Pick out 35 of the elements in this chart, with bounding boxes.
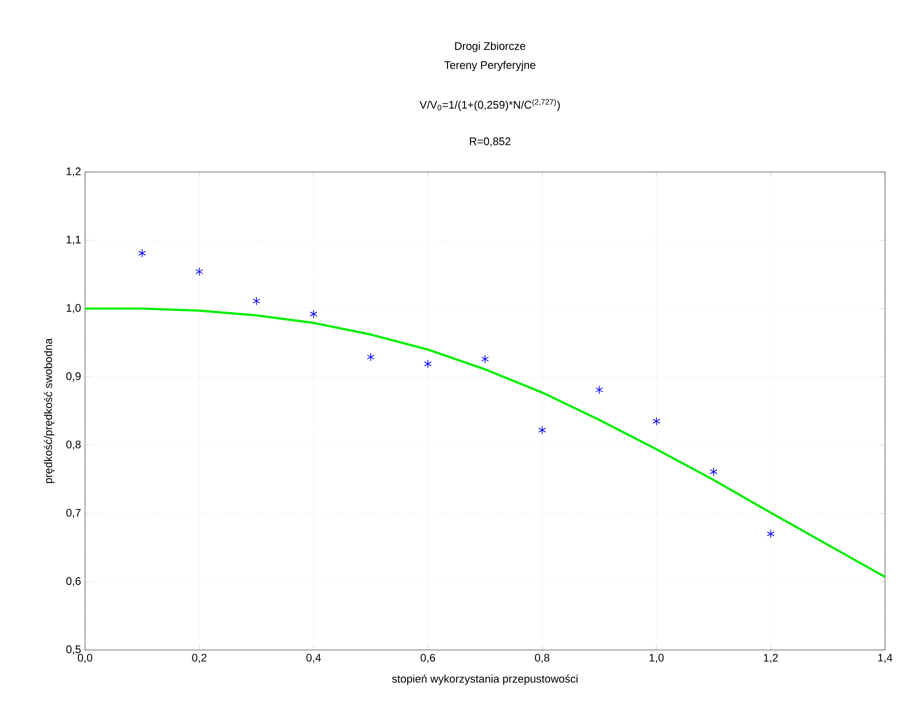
point (424, 359, 432, 368)
point (138, 248, 146, 258)
x-tick-label: 1,0 (650, 654, 664, 663)
x-tick-label: 0,6 (420, 654, 436, 663)
x-tick-label: 1,4 (878, 654, 892, 663)
point (595, 385, 604, 394)
point (710, 467, 718, 476)
point (195, 267, 204, 276)
y-tick-label: 1,0 (66, 304, 81, 314)
x-tick-label: 0,2 (192, 654, 206, 663)
point (481, 354, 489, 364)
text: V/V$_{0}$=1/(1+(0,259)*N/C$^{(2,727)}$) (420, 99, 560, 111)
x-tick-label: 0,0 (78, 654, 92, 663)
y-tick-label: 0,7 (66, 508, 81, 518)
point (766, 530, 775, 538)
point (538, 426, 546, 435)
y-tick-label: 0,9 (66, 372, 81, 382)
point (366, 352, 375, 362)
x-axis-title: stopień wykorzystania przepustowości (392, 674, 578, 685)
text: R=0,852 (470, 137, 510, 147)
y-tick-label: 0,8 (66, 440, 81, 450)
y-tick-label: 1,1 (66, 236, 81, 245)
line-series (85, 307, 886, 578)
y-tick-label: 0,5 (66, 645, 81, 655)
chart-title: Drogi Zbiorcze (455, 42, 526, 52)
x-tick-label: 1,2 (764, 654, 778, 663)
point (252, 296, 260, 306)
point (652, 416, 660, 426)
y-tick-label: 0,6 (66, 577, 81, 586)
y-tick-label: 1,2 (66, 167, 81, 177)
chart-subtitle: Tereny Peryferyjne (444, 60, 536, 72)
point (310, 310, 318, 318)
x-tick-label: 0,4 (306, 654, 321, 663)
x-tick-label: 0,8 (534, 654, 550, 663)
y-axis-title: prędkość/prędkość swobodna (44, 338, 54, 484)
